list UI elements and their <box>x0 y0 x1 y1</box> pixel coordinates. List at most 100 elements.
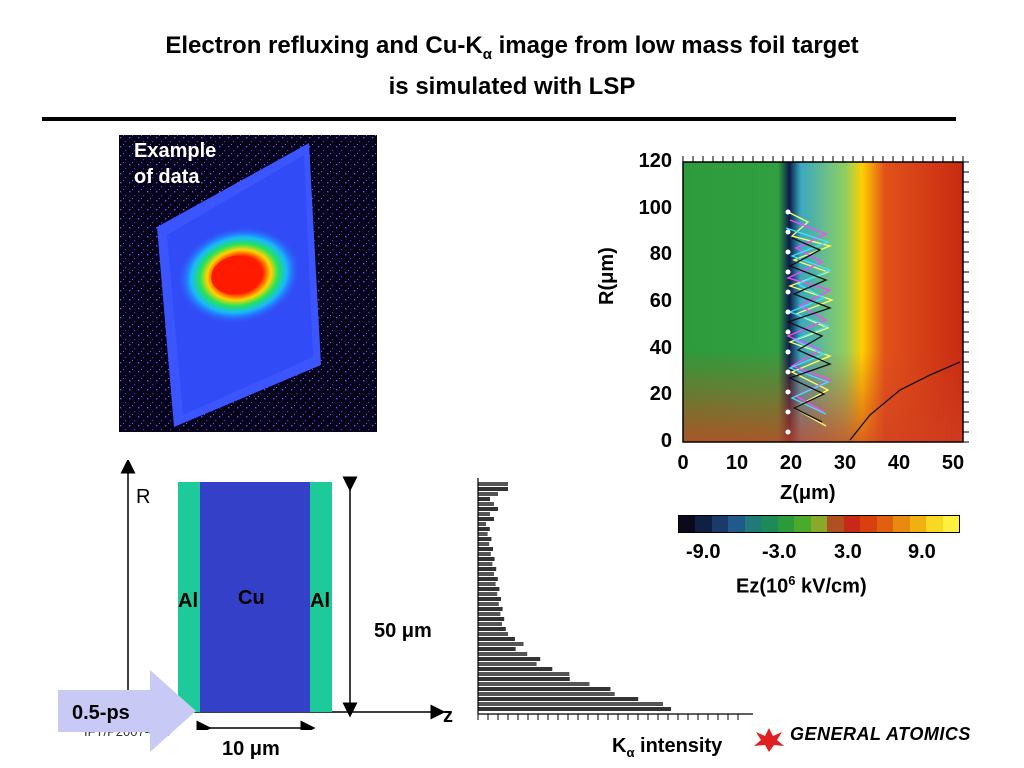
company-name: GENERAL ATOMICS <box>790 724 971 744</box>
title-divider <box>42 117 956 121</box>
sim-x-tick-label: 50 <box>941 452 965 474</box>
histogram-bar <box>478 597 501 601</box>
histogram-bar <box>478 537 492 541</box>
histogram-bar <box>478 677 570 681</box>
histogram-bar <box>478 632 508 636</box>
sim-x-tick-label: 40 <box>887 452 911 474</box>
histogram-bar <box>478 592 498 596</box>
height-label: 50 μm <box>374 620 432 642</box>
histogram-bar <box>478 482 508 486</box>
histogram-label: Kα intensity <box>612 735 723 760</box>
colorbar-swatch <box>810 516 828 532</box>
foil-schematic <box>120 460 446 730</box>
title-line-1: Electron refluxing and Cu-Kα image from … <box>165 32 859 63</box>
sim-x-tick-label: 0 <box>677 452 689 474</box>
colorbar-swatch <box>926 516 943 532</box>
colorbar-swatch <box>744 516 762 532</box>
histogram-bar <box>478 707 672 711</box>
pulse-label: 0.5-ps <box>72 702 130 724</box>
sim-y-tick-label: 100 <box>638 196 672 219</box>
width-label: 10 μm <box>222 738 280 760</box>
example-data-image <box>119 135 377 432</box>
colorbar-tick-label: -9.0 <box>686 541 721 563</box>
sim-y-tick-label: 60 <box>649 290 672 312</box>
colorbar-swatch <box>893 516 910 532</box>
histogram-bar <box>478 557 495 561</box>
histogram-bar <box>478 552 491 556</box>
colorbar-swatch <box>876 516 894 532</box>
example-caption: Example of data <box>134 140 217 188</box>
al-layer-left <box>178 482 200 712</box>
histogram-bar <box>478 642 524 646</box>
colorbar-swatch <box>827 516 844 532</box>
al-left-label: Al <box>178 590 198 612</box>
histogram-bar <box>478 527 490 531</box>
histogram-bar <box>478 507 498 511</box>
sim-y-tick-label: 0 <box>660 430 672 452</box>
histogram-bar <box>478 667 553 671</box>
histogram-bar <box>478 532 488 536</box>
cu-layer <box>200 482 310 712</box>
histogram-bar <box>478 502 494 506</box>
colorbar-swatch <box>761 516 778 532</box>
colorbar-tick-label: -3.0 <box>762 541 797 563</box>
histogram-bar <box>478 627 506 631</box>
cu-label: Cu <box>238 587 265 609</box>
histogram-bar <box>478 652 528 656</box>
pulse-arrow <box>58 670 196 752</box>
histogram-bar <box>478 637 515 641</box>
colorbar-tick-label: 3.0 <box>834 541 862 563</box>
sim-x-axis-label: Z(μm) <box>780 482 836 504</box>
histogram-bar <box>478 547 493 551</box>
histogram-bar <box>478 582 496 586</box>
histogram-bar <box>478 657 541 661</box>
histogram-bar <box>478 512 490 516</box>
histogram-bar <box>478 612 501 616</box>
histogram-bar <box>478 562 493 566</box>
histogram-bar <box>478 602 499 606</box>
general-atomics-logo-icon <box>754 728 784 752</box>
colorbar-swatch <box>860 516 877 532</box>
histogram-bar <box>478 572 494 576</box>
histogram-bar <box>478 702 664 706</box>
colorbar-tick-label: 9.0 <box>908 541 936 563</box>
histogram-bar <box>478 542 490 546</box>
sim-x-tick-label: 10 <box>725 452 749 474</box>
sim-y-axis-label: R(μm) <box>596 247 618 305</box>
histogram-bar <box>478 567 497 571</box>
simulation-plot <box>682 156 969 443</box>
colorbar-swatch <box>794 516 811 532</box>
sim-x-tick-label: 30 <box>833 452 857 474</box>
histogram-bar <box>478 587 500 591</box>
colorbar-label: Ez(106 kV/cm) <box>736 573 867 598</box>
histogram-bar <box>478 697 639 701</box>
histogram-bar <box>478 682 590 686</box>
colorbar-swatch <box>942 516 959 532</box>
histogram-bar <box>478 617 505 621</box>
colorbar-swatch <box>777 516 795 532</box>
histogram-bar <box>478 647 516 651</box>
histogram-bar <box>478 622 502 626</box>
schematic-z-label: z <box>443 705 453 727</box>
sim-y-tick-label: 80 <box>649 243 672 266</box>
slide-title: Electron refluxing and Cu-Kα image from … <box>0 30 1024 103</box>
histogram-bar <box>478 687 611 691</box>
schematic-r-label: R <box>136 486 151 508</box>
sim-y-tick-label: 20 <box>649 383 672 406</box>
colorbar-swatch <box>679 516 696 532</box>
histogram-bar <box>478 492 498 496</box>
colorbar-swatch <box>843 516 861 532</box>
histogram-bar <box>478 607 503 611</box>
histogram-bar <box>478 672 570 676</box>
colorbar-swatch <box>728 516 745 532</box>
colorbar-swatch <box>909 516 927 532</box>
sim-x-tick-label: 20 <box>779 452 803 474</box>
colorbar-swatch <box>695 516 712 532</box>
al-right-label: Al <box>310 590 330 612</box>
sim-y-tick-label: 40 <box>649 336 672 359</box>
title-line-2: is simulated with LSP <box>388 72 636 100</box>
histogram-bar <box>478 522 486 526</box>
al-layer-right <box>310 482 332 712</box>
histogram-bar <box>478 692 615 696</box>
histogram-bar <box>478 662 537 666</box>
